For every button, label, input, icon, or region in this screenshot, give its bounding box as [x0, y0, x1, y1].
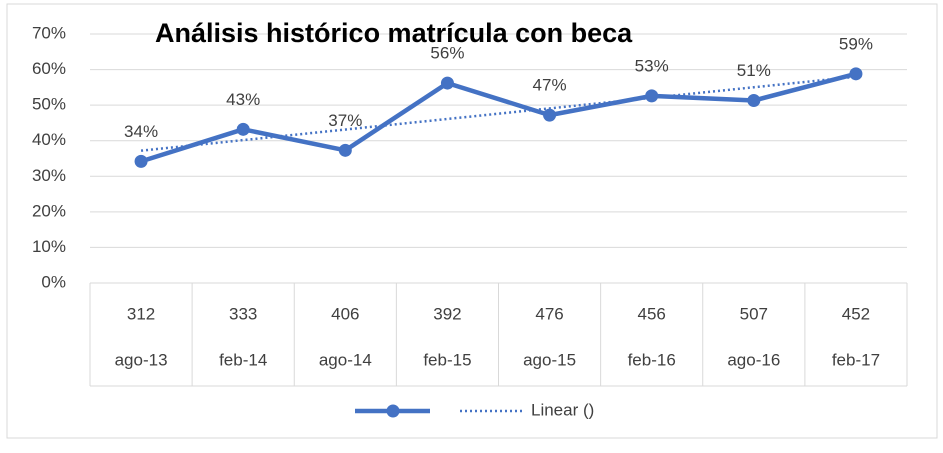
point	[338, 143, 352, 157]
x-tick-label-upper: 507	[740, 304, 768, 323]
series-line	[140, 71, 857, 164]
point	[645, 89, 659, 103]
x-tick-label: ago-13	[115, 350, 168, 369]
x-tick-label-upper: 392	[433, 304, 461, 323]
x-tick-label: ago-15	[523, 350, 576, 369]
x-tick-label: ago-14	[319, 350, 372, 369]
point	[849, 67, 863, 81]
point	[543, 108, 557, 122]
x-tick-label-upper: 312	[127, 304, 155, 323]
y-tick-label: 50%	[32, 95, 66, 114]
data-label: 43%	[226, 90, 260, 109]
chart-border	[6, 3, 938, 439]
y-tick-label: 20%	[32, 201, 66, 220]
y-tick-label: 0%	[41, 272, 66, 291]
x-tick-label: feb-16	[628, 350, 676, 369]
y-tick-label: 30%	[32, 166, 66, 185]
data-label: 37%	[328, 111, 362, 130]
data-label: 59%	[839, 34, 873, 53]
point	[134, 154, 148, 168]
x-tick-label: ago-16	[727, 350, 780, 369]
data-label: 56%	[430, 44, 464, 63]
y-tick-label: 40%	[32, 130, 66, 149]
data-label: 51%	[737, 61, 771, 80]
point	[236, 122, 250, 136]
x-tick-label: feb-17	[832, 350, 880, 369]
chart-title: Análisis histórico matrícula con beca	[155, 18, 633, 48]
data-label: 47%	[533, 76, 567, 95]
data-label: 53%	[635, 56, 669, 75]
x-tick-label-upper: 333	[229, 304, 257, 323]
data-label: 34%	[124, 122, 158, 141]
point	[747, 94, 761, 108]
legend-marker	[386, 404, 400, 418]
y-tick-label: 10%	[32, 237, 66, 256]
legend-label: Linear ()	[531, 400, 594, 419]
x-tick-label-upper: 456	[638, 304, 666, 323]
x-tick-label-upper: 476	[535, 304, 563, 323]
point	[440, 76, 454, 90]
x-tick-label-upper: 406	[331, 304, 359, 323]
x-tick-label: feb-15	[423, 350, 471, 369]
y-tick-label: 70%	[32, 23, 66, 42]
y-tick-label: 60%	[32, 59, 66, 78]
x-tick-label: feb-14	[219, 350, 267, 369]
x-tick-label-upper: 452	[842, 304, 870, 323]
